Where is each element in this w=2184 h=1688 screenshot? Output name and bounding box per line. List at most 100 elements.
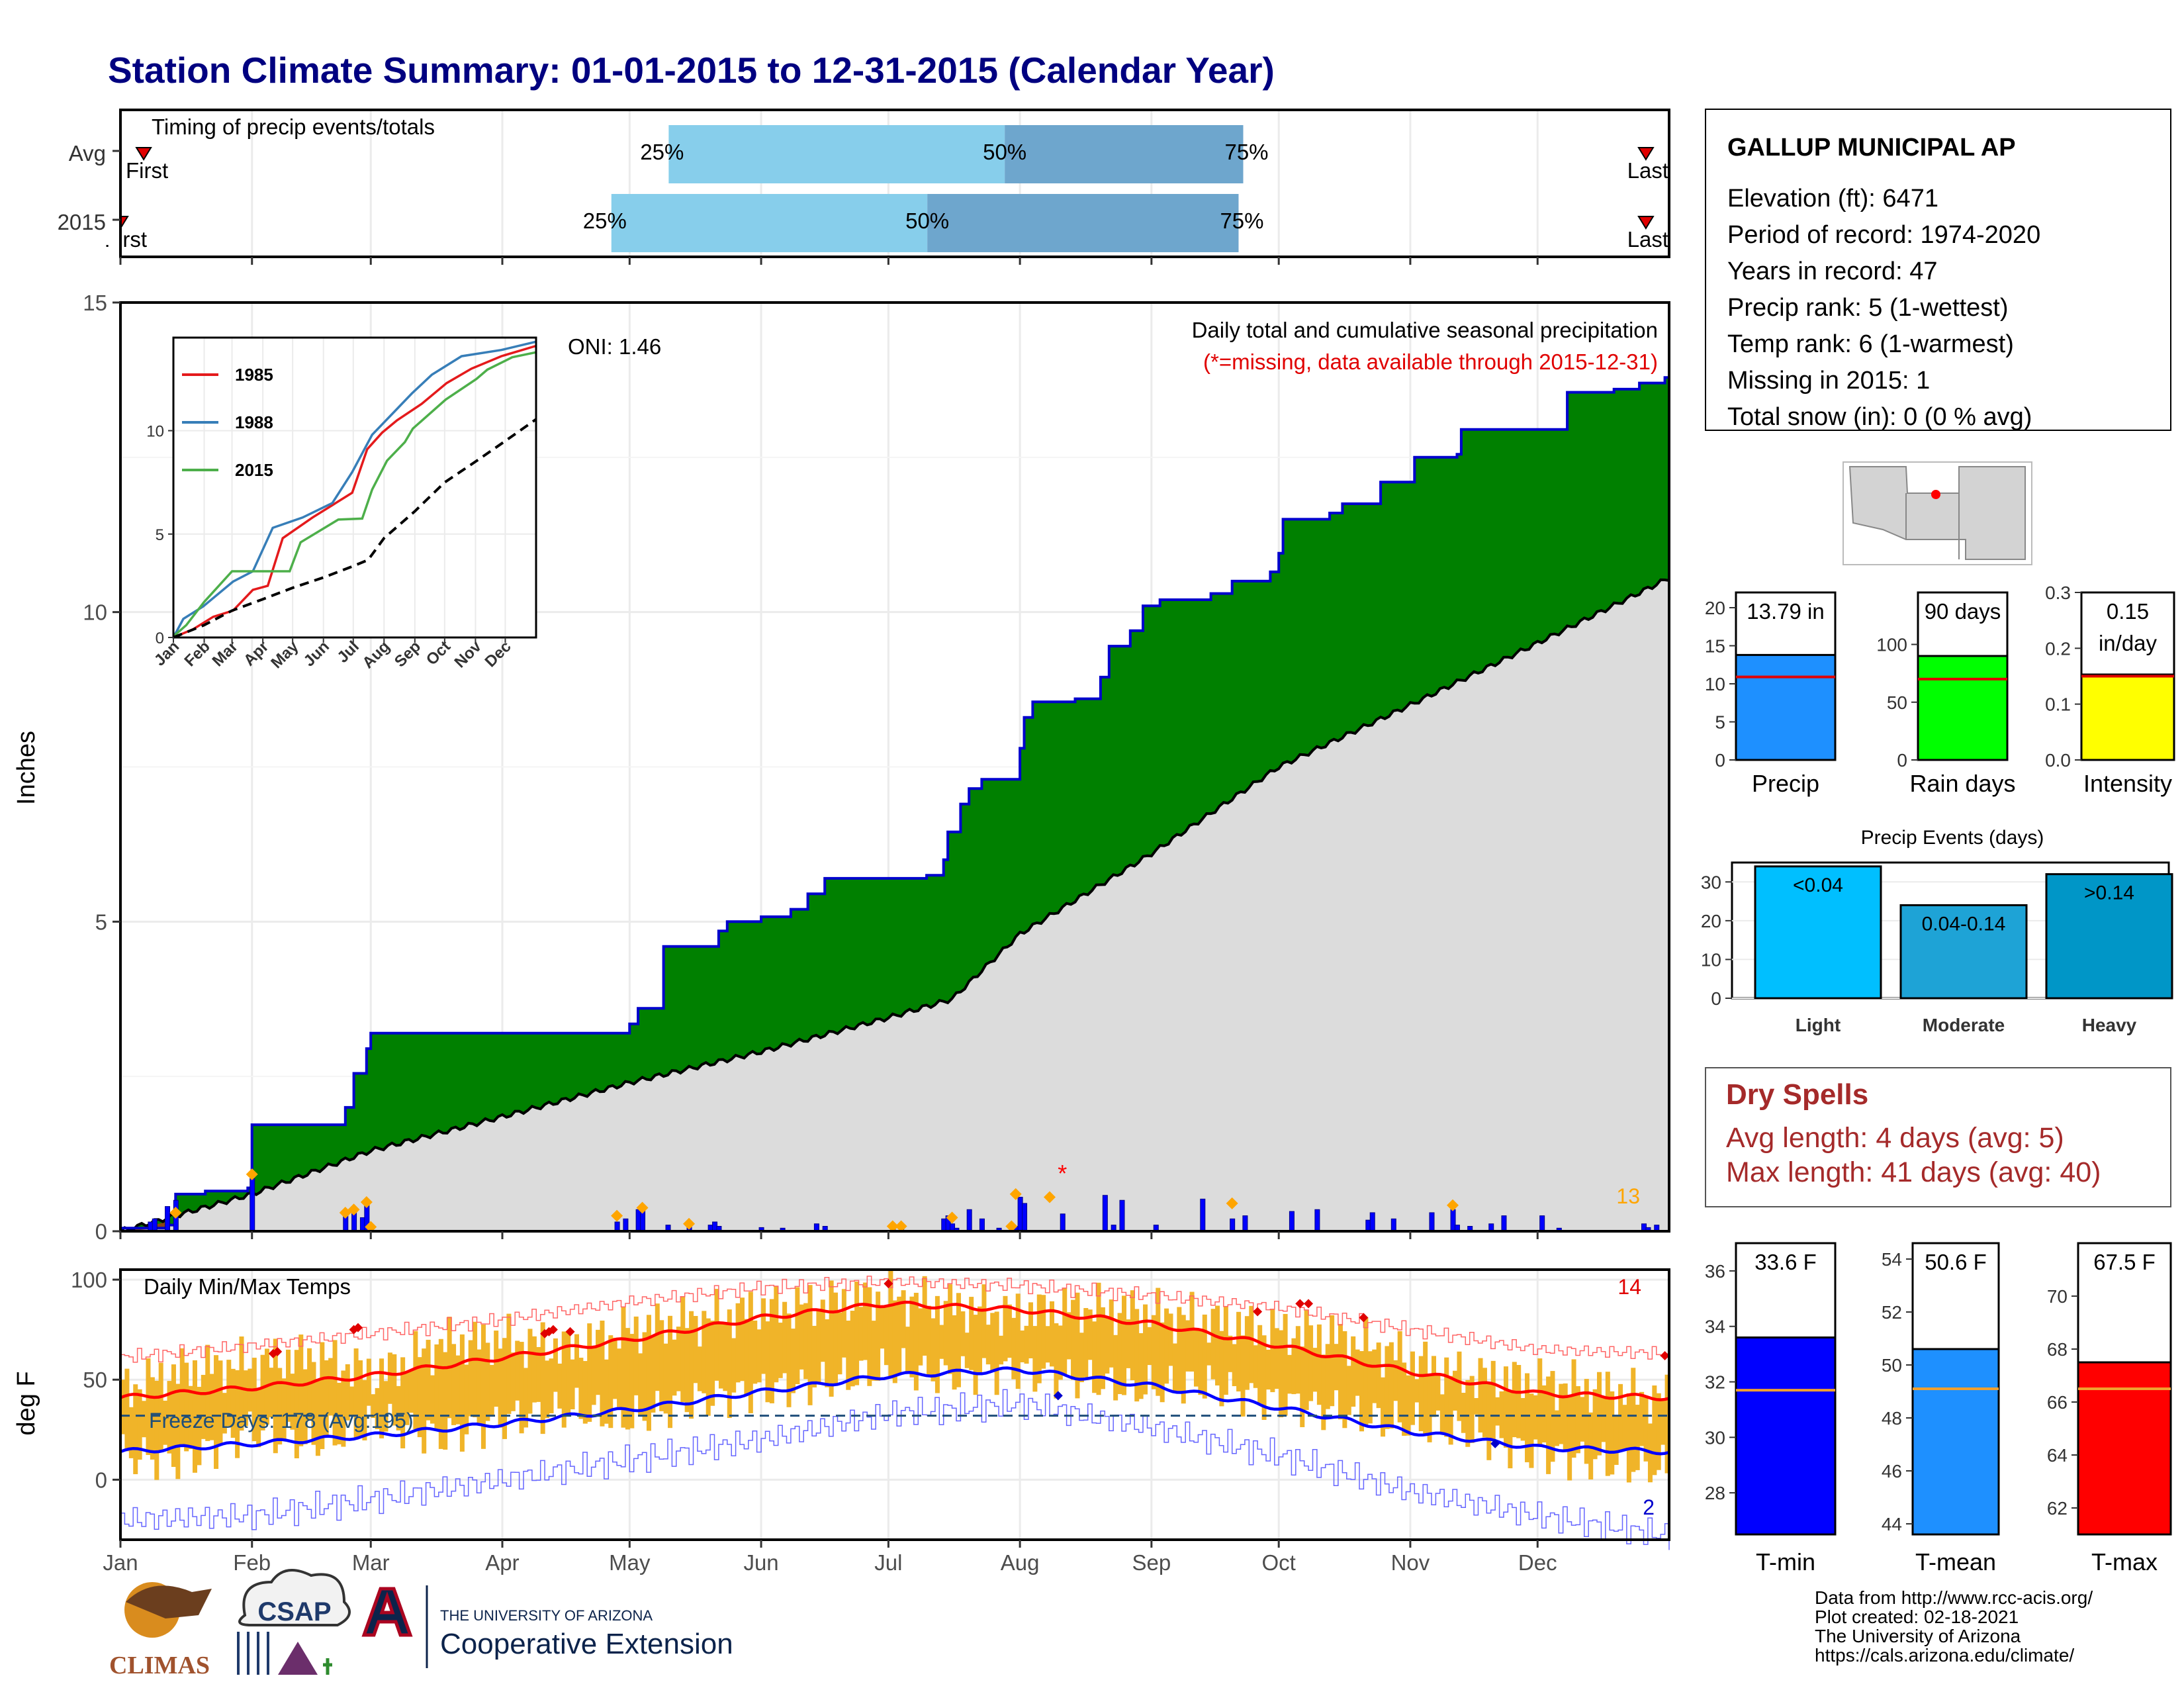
daily-temp-range-bar	[1330, 1315, 1335, 1407]
daily-temp-range-bar	[413, 1331, 418, 1430]
daily-temp-range-bar	[1461, 1393, 1466, 1433]
temp-y-tick-label: 100	[71, 1268, 107, 1292]
daily-temp-range-bar	[1533, 1395, 1538, 1440]
daily-temp-range-bar	[897, 1296, 902, 1374]
daily-temp-range-bar	[230, 1368, 236, 1438]
daily-temp-range-bar	[858, 1307, 864, 1361]
daily-temp-range-bar	[286, 1349, 291, 1422]
daily-temp-range-bar	[1490, 1360, 1496, 1440]
daily-temp-range-bar	[150, 1377, 155, 1460]
daily-temp-range-bar	[298, 1335, 304, 1446]
csap-plant-icon	[323, 1658, 332, 1675]
daily-temp-range-bar	[404, 1372, 410, 1425]
daily-temp-range-bar	[672, 1339, 677, 1396]
daily-temp-range-bar	[222, 1393, 227, 1434]
daily-temp-range-bar	[1316, 1324, 1322, 1405]
station-temp-rank: Temp rank: 6 (1-warmest)	[1727, 330, 2014, 358]
daily-temp-range-bar	[1249, 1305, 1254, 1383]
precip-panel: * 0 5 10 15 Inches Daily total and cumulati…	[13, 291, 1670, 1244]
daily-temp-range-bar	[727, 1309, 732, 1419]
timing-bar-q2	[668, 125, 1005, 183]
daily-temp-range-bar	[1351, 1336, 1356, 1407]
stat-value-bar	[1735, 653, 1837, 761]
daily-temp-range-bar	[235, 1370, 240, 1458]
daily-temp-range-bar	[969, 1297, 974, 1370]
daily-temp-range-bar	[905, 1327, 911, 1374]
daily-temp-range-bar	[154, 1380, 159, 1480]
daily-temp-range-bar	[400, 1357, 406, 1448]
daily-temp-range-bar	[515, 1340, 520, 1401]
daily-temp-range-bar	[1431, 1356, 1436, 1417]
events-category-label: Light	[1796, 1015, 1841, 1035]
daily-temp-range-bar	[1058, 1325, 1063, 1380]
daily-temp-range-bar	[430, 1375, 435, 1424]
daily-precip-bar	[165, 1206, 171, 1232]
inset-border	[172, 336, 537, 639]
daily-temp-range-bar	[1193, 1329, 1199, 1387]
daily-temp-range-bar	[1041, 1295, 1046, 1369]
daily-temp-range-bar	[260, 1354, 265, 1430]
stat-y-tick-label: 0.2	[2045, 638, 2071, 659]
station-location-marker	[1931, 490, 1940, 499]
daily-temp-range-bar	[723, 1323, 728, 1391]
daily-temp-range-bar	[1610, 1391, 1615, 1475]
daily-temp-range-bar	[1036, 1294, 1042, 1383]
station-missing: Missing in 2015: 1	[1727, 367, 1930, 395]
extreme-precip-marker	[636, 1201, 649, 1214]
daily-precip-bar	[1119, 1199, 1125, 1232]
daily-temp-range-bar	[604, 1359, 609, 1424]
stat-panel-label: Rain days	[1909, 770, 2015, 797]
month-axis-label: Dec	[1518, 1550, 1557, 1575]
stat-y-tick-label: 54	[1882, 1249, 1902, 1270]
daily-temp-range-bar	[197, 1387, 202, 1466]
daily-temp-range-bar	[1075, 1292, 1080, 1399]
daily-temp-range-bar	[931, 1318, 936, 1382]
daily-temp-range-bar	[480, 1325, 486, 1449]
daily-temp-range-bar	[1410, 1351, 1415, 1425]
daily-temp-range-bar	[1567, 1395, 1572, 1481]
daily-temp-range-bar	[473, 1321, 478, 1417]
daily-temp-range-bar	[918, 1308, 923, 1366]
daily-temp-range-bar	[1283, 1313, 1288, 1416]
daily-temp-range-bar	[1270, 1309, 1275, 1393]
daily-temp-range-bar	[371, 1394, 376, 1419]
daily-temp-range-bar	[689, 1311, 694, 1419]
daily-temp-range-bar	[1151, 1315, 1156, 1389]
daily-precip-bar	[614, 1221, 620, 1232]
avg-cumulative-line	[119, 578, 1670, 1233]
stat-y-tick-label: 62	[2047, 1498, 2068, 1519]
daily-temp-range-bar	[1363, 1317, 1369, 1427]
csap-rain-icon	[237, 1632, 269, 1675]
daily-temp-range-bar	[1520, 1397, 1525, 1441]
stat-y-tick-label: 5	[1715, 712, 1725, 733]
daily-temp-range-bar	[1622, 1405, 1627, 1450]
daily-temp-range-bar	[1113, 1335, 1118, 1401]
month-axis-label: Jan	[103, 1550, 138, 1575]
daily-temp-range-bar	[137, 1389, 142, 1460]
credit-line-created: Plot created: 02-18-2021	[1815, 1607, 2019, 1627]
daily-temp-range-bar	[850, 1311, 855, 1387]
daily-temp-range-bar	[1529, 1393, 1534, 1468]
stat-y-tick-label: 46	[1882, 1461, 1902, 1481]
daily-temp-range-bar	[981, 1284, 987, 1358]
daily-temp-range-bar	[1236, 1311, 1242, 1392]
stat-value-label: 50.6 F	[1925, 1250, 1987, 1274]
daily-temp-range-bar	[1559, 1383, 1564, 1444]
daily-temp-range-bar	[574, 1334, 579, 1388]
daily-temp-range-bar	[1079, 1333, 1084, 1383]
stat-value-label: 13.79 in	[1747, 599, 1824, 624]
stat-y-tick-label: 0	[1897, 750, 1907, 771]
stat-panel-label: T-max	[2091, 1548, 2158, 1575]
record-high-marker	[548, 1325, 558, 1335]
extreme-precip-marker	[246, 1168, 258, 1180]
daily-temp-range-bar	[960, 1311, 966, 1356]
daily-temp-range-bar	[120, 1380, 126, 1434]
daily-temp-range-bar	[434, 1344, 439, 1430]
ua-block-a-icon	[361, 1587, 413, 1637]
extreme-precip-marker	[886, 1220, 899, 1233]
temp-y-axis-title: deg F	[13, 1371, 40, 1435]
daily-temp-range-bar	[392, 1354, 397, 1426]
stat-y-tick-label: 50	[1882, 1355, 1902, 1376]
timing-p75-label: 75%	[1220, 209, 1263, 233]
